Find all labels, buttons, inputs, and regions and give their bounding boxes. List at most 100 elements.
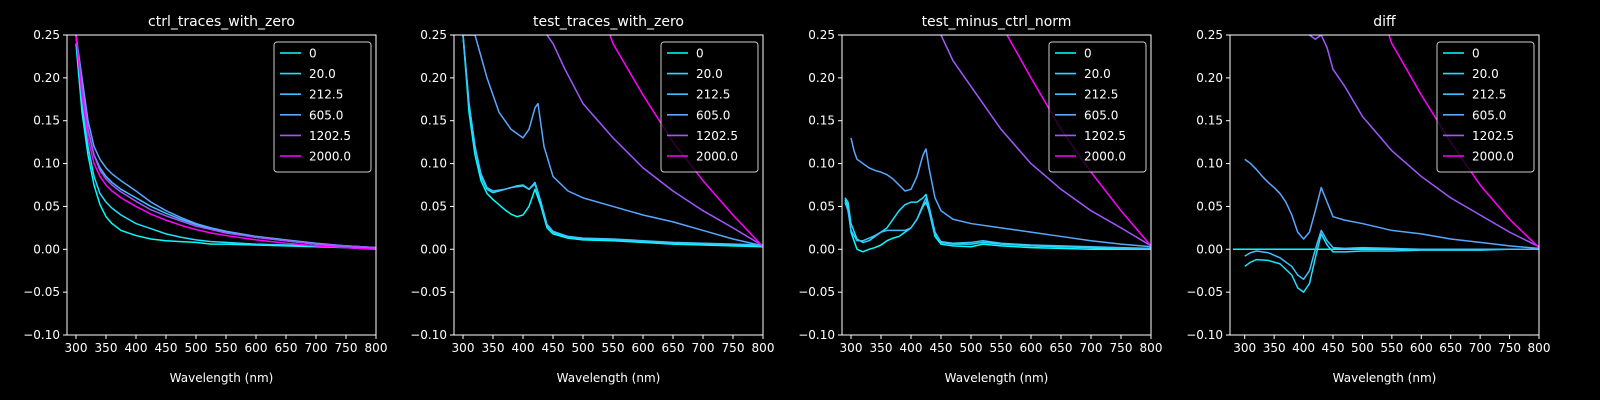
x-tick-label: 550 xyxy=(990,341,1013,355)
x-tick-label: 500 xyxy=(960,341,983,355)
axes-frame xyxy=(841,34,1152,336)
y-tick-label: −0.10 xyxy=(798,328,835,342)
x-tick-label: 300 xyxy=(65,341,88,355)
x-tick-label: 750 xyxy=(1110,341,1133,355)
legend-label: 212.5 xyxy=(309,88,343,102)
x-tick-label: 650 xyxy=(1050,341,1073,355)
series-line-1202.5 xyxy=(75,35,376,249)
x-tick-label: 650 xyxy=(275,341,298,355)
x-tick-label: 450 xyxy=(1322,341,1345,355)
legend: 0 20.0 212.5 605.0 1202.5 2000.0 xyxy=(1436,41,1535,173)
x-tick-label: 350 xyxy=(870,341,893,355)
x-tick-label: 700 xyxy=(305,341,328,355)
x-tick-label: 300 xyxy=(452,341,475,355)
legend-label: 20.0 xyxy=(309,67,336,81)
x-tick-label: 600 xyxy=(1410,341,1433,355)
y-tick-label: 0.05 xyxy=(420,199,447,213)
series-line-0 xyxy=(75,43,376,251)
x-tick-label: 400 xyxy=(900,341,923,355)
series-line-2000.0 xyxy=(75,35,376,251)
x-tick-label: 800 xyxy=(365,341,388,355)
series-group xyxy=(75,35,376,251)
x-tick-label: 700 xyxy=(1469,341,1492,355)
y-tick-label: 0.15 xyxy=(1196,114,1223,128)
x-tick-label: 800 xyxy=(1528,341,1551,355)
series-line-212.5 xyxy=(1244,229,1539,281)
legend-label: 1202.5 xyxy=(1472,129,1514,143)
series-line-20.0 xyxy=(844,193,1151,251)
y-tick-label: 0.25 xyxy=(808,28,835,42)
y-tick-label: −0.05 xyxy=(23,285,60,299)
series-line-1202.5 xyxy=(940,35,1151,247)
y-tick-label: 0.20 xyxy=(808,71,835,85)
series-line-0 xyxy=(462,35,763,248)
x-tick-label: 500 xyxy=(1351,341,1374,355)
series-line-1202.5 xyxy=(1309,35,1539,248)
x-axis-label: Wavelength (nm) xyxy=(557,371,661,385)
x-tick-label: 450 xyxy=(930,341,953,355)
y-tick-label: 0.25 xyxy=(420,28,447,42)
x-tick-label: 400 xyxy=(1292,341,1315,355)
y-tick-label: 0.20 xyxy=(1196,71,1223,85)
legend-label: 2000.0 xyxy=(696,150,738,164)
series-line-605.0 xyxy=(1244,158,1539,250)
x-tick-label: 300 xyxy=(840,341,863,355)
y-tick-label: 0.10 xyxy=(33,157,60,171)
x-tick-label: 650 xyxy=(662,341,685,355)
y-tick-label: −0.05 xyxy=(410,285,447,299)
x-tick-label: 550 xyxy=(602,341,625,355)
legend-label: 2000.0 xyxy=(1084,150,1126,164)
y-tick-label: −0.05 xyxy=(1186,285,1223,299)
series-group xyxy=(1232,35,1539,293)
series-line-212.5 xyxy=(462,35,763,246)
chart-title: diff xyxy=(1373,14,1396,30)
legend-label: 0 xyxy=(309,47,317,61)
legend-label: 605.0 xyxy=(1472,108,1506,122)
series-line-605.0 xyxy=(463,35,763,247)
legend-label: 0 xyxy=(1472,47,1480,61)
chart-panel-2: 300 350 400 450 500 550 600 650 700 750 800 −0.10 −0… xyxy=(410,14,774,385)
y-tick-label: 0.05 xyxy=(808,199,835,213)
x-tick-label: 800 xyxy=(1140,341,1163,355)
y-tick-label: −0.10 xyxy=(1186,328,1223,342)
y-tick-label: 0.15 xyxy=(808,114,835,128)
x-tick-label: 600 xyxy=(632,341,655,355)
y-tick-label: 0.15 xyxy=(420,114,447,128)
x-tick-label: 750 xyxy=(722,341,745,355)
x-axis-label: Wavelength (nm) xyxy=(945,371,1049,385)
y-tick-label: −0.10 xyxy=(410,328,447,342)
legend-label: 20.0 xyxy=(696,67,723,81)
x-tick-label: 450 xyxy=(155,341,178,355)
series-line-605.0 xyxy=(850,137,1151,248)
y-tick-label: 0.20 xyxy=(420,71,447,85)
y-tick-label: −0.10 xyxy=(23,328,60,342)
legend-label: 20.0 xyxy=(1084,67,1111,81)
legend-label: 0 xyxy=(696,47,704,61)
legend-box xyxy=(273,41,372,173)
legend-label: 1202.5 xyxy=(696,129,738,143)
chart-panel-4: 300 350 400 450 500 550 600 650 700 750 800 −0.10 −0… xyxy=(1186,14,1550,385)
axes-frame xyxy=(66,34,377,336)
x-tick-label: 600 xyxy=(1020,341,1043,355)
legend-label: 2000.0 xyxy=(1472,150,1514,164)
x-tick-label: 350 xyxy=(95,341,118,355)
legend-label: 1202.5 xyxy=(309,129,351,143)
x-tick-label: 500 xyxy=(572,341,595,355)
axes-frame xyxy=(1229,34,1540,336)
x-tick-label: 500 xyxy=(185,341,208,355)
series-line-20.0 xyxy=(1244,233,1539,293)
series-line-20.0 xyxy=(75,35,376,250)
legend-label: 212.5 xyxy=(1472,88,1506,102)
x-tick-label: 300 xyxy=(1233,341,1256,355)
x-tick-label: 750 xyxy=(335,341,358,355)
legend-box xyxy=(1048,41,1147,173)
y-tick-label: 0.05 xyxy=(1196,199,1223,213)
chart-title: test_minus_ctrl_norm xyxy=(922,14,1072,30)
x-tick-label: 350 xyxy=(1263,341,1286,355)
x-tick-label: 400 xyxy=(512,341,535,355)
x-axis-label: Wavelength (nm) xyxy=(170,371,274,385)
legend-label: 20.0 xyxy=(1472,67,1499,81)
y-tick-label: −0.05 xyxy=(798,285,835,299)
legend-label: 212.5 xyxy=(1084,88,1118,102)
